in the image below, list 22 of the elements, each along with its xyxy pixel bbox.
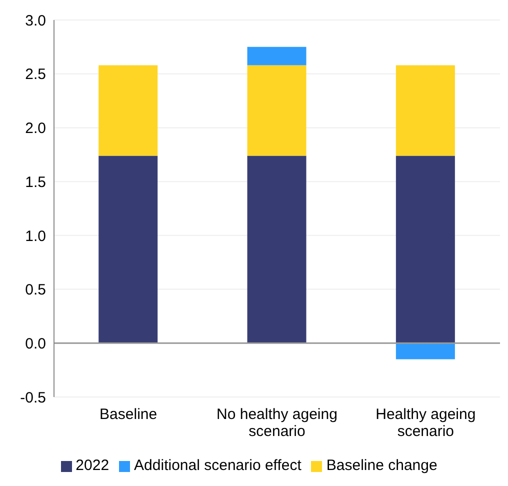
y-tick-label: 2.0 (25, 120, 46, 138)
y-tick-label: 0.0 (25, 335, 46, 352)
bar (247, 156, 306, 344)
bar (98, 65, 158, 156)
x-tick-label: Healthy ageing scenario (376, 406, 476, 440)
bar (396, 65, 455, 156)
x-tick-label: No healthy ageing scenario (216, 406, 338, 440)
legend-label: Baseline change (326, 457, 438, 474)
y-tick-label: -0.5 (20, 389, 46, 406)
bar (98, 156, 158, 344)
y-tick-label: 0.5 (25, 282, 46, 299)
y-tick-label: 1.0 (25, 228, 46, 245)
bar (247, 65, 306, 156)
bar (396, 156, 455, 344)
legend-label: Additional scenario effect (134, 457, 302, 474)
legend-label: 2022 (76, 457, 110, 474)
y-tick-label: 2.5 (25, 66, 46, 84)
bar (396, 343, 455, 360)
bar (247, 46, 306, 66)
y-tick-label: 3.0 (25, 12, 46, 30)
x-tick-label: Baseline (100, 406, 158, 423)
y-tick-label: 1.5 (25, 174, 46, 191)
